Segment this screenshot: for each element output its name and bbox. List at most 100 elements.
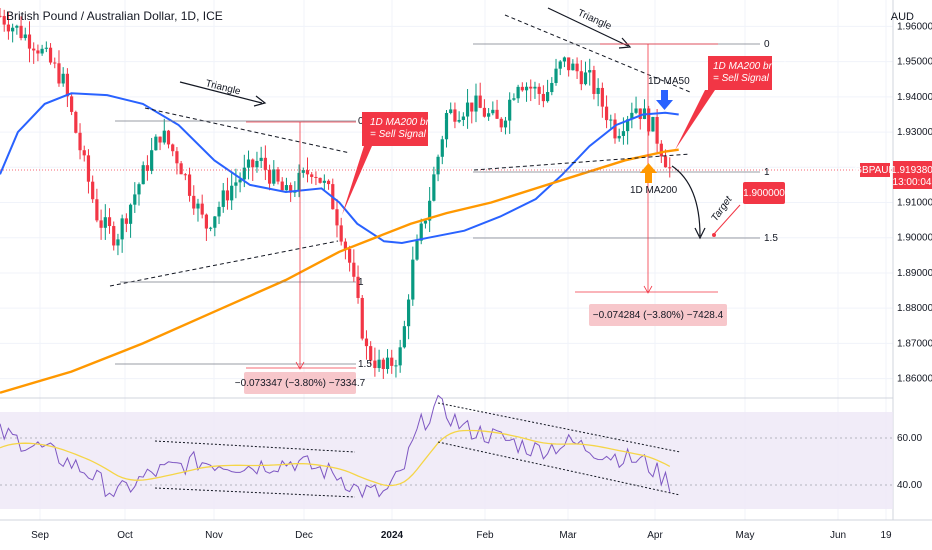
rsi-ma-line <box>0 429 671 487</box>
rsi-channels <box>154 402 681 498</box>
triangle-right-upper-trendline[interactable] <box>504 14 691 93</box>
candle-body <box>411 259 415 300</box>
candle-body <box>394 365 398 367</box>
candle-body <box>335 209 339 226</box>
triangle-left-label: Triangle <box>204 78 242 97</box>
candle-body <box>128 204 133 224</box>
rsi-tick-label: 40.00 <box>897 480 922 491</box>
candle-body <box>310 174 314 177</box>
candle-body <box>360 297 364 339</box>
candle-body <box>402 326 406 348</box>
candle-body <box>348 249 352 263</box>
rsi-tick-label: 60.00 <box>897 433 922 444</box>
candle-body <box>588 70 592 73</box>
candle-body <box>36 50 40 54</box>
candle-body <box>246 159 251 168</box>
candle-body <box>617 135 621 139</box>
candle-body <box>293 191 297 193</box>
time-tick-label: Jun <box>830 530 846 541</box>
measure-right-box[interactable] <box>589 304 727 326</box>
candle-body <box>11 27 15 32</box>
target-point <box>712 233 716 237</box>
candle-body <box>470 102 474 112</box>
fib-left-label-0: 0 <box>358 116 364 127</box>
candle-body <box>221 190 225 207</box>
candle-body <box>259 157 263 161</box>
candle-body <box>533 86 537 89</box>
triangle-right-label: Triangle <box>576 8 614 33</box>
callout-left-line1: 1D MA200 break <box>370 117 446 128</box>
candle-body <box>419 223 423 241</box>
candle-body <box>634 108 638 113</box>
callout-left-sell-signal[interactable] <box>342 112 428 215</box>
candle-body <box>322 180 326 183</box>
triangle-left-upper-trendline[interactable] <box>144 107 351 154</box>
time-axis[interactable]: Sep Oct Nov Dec 2024 Feb Mar Apr May Jun 19 <box>31 530 892 541</box>
price-axis[interactable]: 1.9600001.9500001.9400001.9300001.920000… <box>897 21 932 384</box>
candle-body <box>369 346 373 361</box>
candle-body <box>137 184 141 195</box>
candle-body <box>209 227 213 229</box>
triangle-right-arrowhead <box>618 37 632 49</box>
candle-body <box>65 73 69 97</box>
projection-curve <box>671 165 701 237</box>
candle-body <box>91 181 95 200</box>
candle-body <box>495 109 499 119</box>
candle-body <box>444 113 449 140</box>
candle-body <box>659 143 663 157</box>
callout-right-line2: = Sell Signal <box>713 73 770 84</box>
fib-right-label-1-5: 1.5 <box>764 233 778 244</box>
candle-body <box>19 25 23 39</box>
rsi-axis[interactable]: 60.00 40.00 <box>897 433 922 491</box>
candle-body <box>558 61 562 69</box>
candle-body <box>626 119 630 132</box>
triangle-left-lower-trendline[interactable] <box>109 240 339 287</box>
candle-body <box>107 217 112 227</box>
candle-body <box>592 70 596 94</box>
candle-body <box>141 165 145 185</box>
candle-body <box>27 34 32 49</box>
candle-body <box>217 206 221 217</box>
time-tick-label: Sep <box>31 530 49 541</box>
fib-right-label-1: 1 <box>764 167 770 178</box>
candle-body <box>196 203 200 209</box>
measure-left-box[interactable] <box>244 372 356 394</box>
candle-body <box>390 357 394 366</box>
rsi-channel-left-upper[interactable] <box>154 440 356 453</box>
callout-right-sell-signal[interactable] <box>675 56 772 150</box>
candle-body <box>541 93 545 102</box>
candle-body <box>668 167 672 169</box>
candle-body <box>478 95 482 108</box>
currency-label: AUD <box>890 11 914 23</box>
candle-body <box>234 182 238 186</box>
candle-body <box>449 109 453 114</box>
candle-body <box>356 276 360 298</box>
candle-body <box>554 68 558 83</box>
candle-body <box>465 102 470 117</box>
candle-body <box>204 214 209 229</box>
candle-body <box>474 95 478 112</box>
candle-body <box>175 151 179 164</box>
candle-series <box>0 7 672 379</box>
candle-body <box>440 139 444 157</box>
candle-body <box>74 111 78 133</box>
ma50-line <box>0 92 679 245</box>
candle-body <box>621 131 626 136</box>
candle-body <box>150 150 154 171</box>
rsi-channel-right-upper[interactable] <box>437 402 681 453</box>
rsi-channel-right-lower[interactable] <box>437 441 681 496</box>
candle-body <box>242 167 246 180</box>
triangle-right-lower-trendline[interactable] <box>473 153 691 171</box>
candle-body <box>364 338 369 347</box>
price-tick-label: 1.940000 <box>897 92 932 103</box>
target-price-badge[interactable] <box>743 182 785 204</box>
candle-body <box>171 144 175 152</box>
candle-body <box>2 16 6 25</box>
symbol-title[interactable]: British Pound / Australian Dollar, 1D, I… <box>6 9 223 23</box>
candle-body <box>57 63 61 84</box>
candle-body <box>436 156 440 175</box>
candle-body <box>428 200 432 221</box>
rsi-channel-left-lower[interactable] <box>154 487 356 498</box>
price-tick-label: 1.900000 <box>897 233 932 244</box>
